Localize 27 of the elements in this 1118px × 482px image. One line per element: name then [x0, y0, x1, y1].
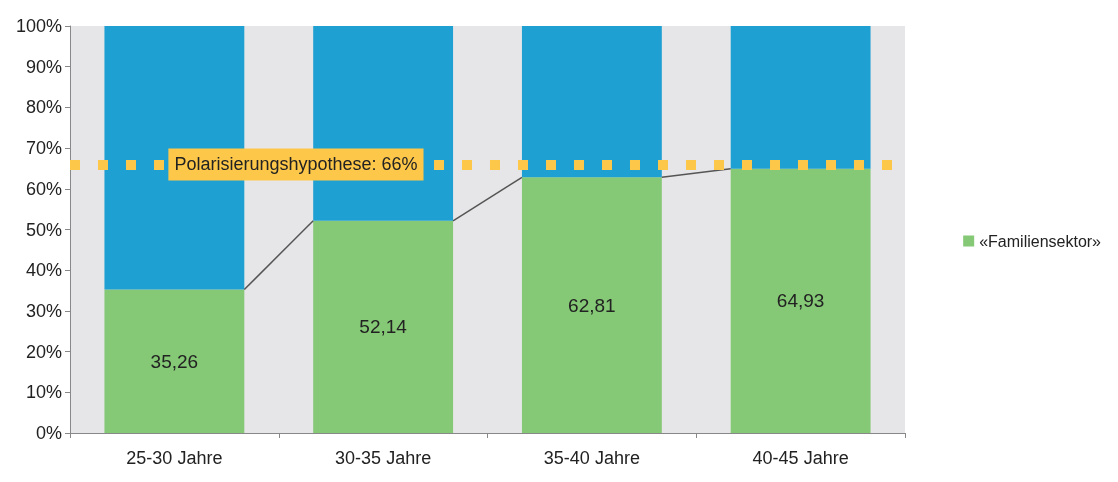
y-tick-label: 70%: [25, 138, 62, 159]
data-label: 64,93: [776, 290, 825, 312]
y-tick-label: 90%: [25, 56, 62, 77]
x-tick-label: 35-40 Jahre: [543, 448, 640, 468]
bar: [521, 26, 662, 178]
x-tick-label: 40-45 Jahre: [752, 448, 849, 468]
y-tick-label: 10%: [25, 382, 62, 403]
y-tick-label: 60%: [25, 178, 62, 199]
bar: [313, 220, 454, 433]
y-tick-label: 0%: [35, 423, 62, 443]
data-label: 62,81: [568, 294, 616, 316]
data-label: 52,14: [359, 316, 408, 338]
x-tick-label: 25-30 Jahre: [126, 448, 223, 468]
y-tick-label: 80%: [25, 97, 62, 118]
bar: [521, 177, 662, 433]
bar: [730, 26, 871, 169]
ref-line-label: Polarisierungshypothese: 66%: [174, 154, 418, 175]
y-tick-label: 50%: [25, 219, 62, 240]
x-tick-label: 30-35 Jahre: [335, 448, 432, 468]
y-tick-label: 40%: [25, 260, 62, 281]
data-label: 35,26: [150, 350, 199, 372]
bar: [730, 168, 871, 433]
bar: [104, 289, 245, 433]
y-tick-label: 100%: [15, 16, 62, 36]
legend-label: «Familiensektor»: [979, 232, 1102, 250]
y-tick-label: 20%: [25, 341, 62, 362]
y-tick-label: 30%: [25, 300, 62, 321]
